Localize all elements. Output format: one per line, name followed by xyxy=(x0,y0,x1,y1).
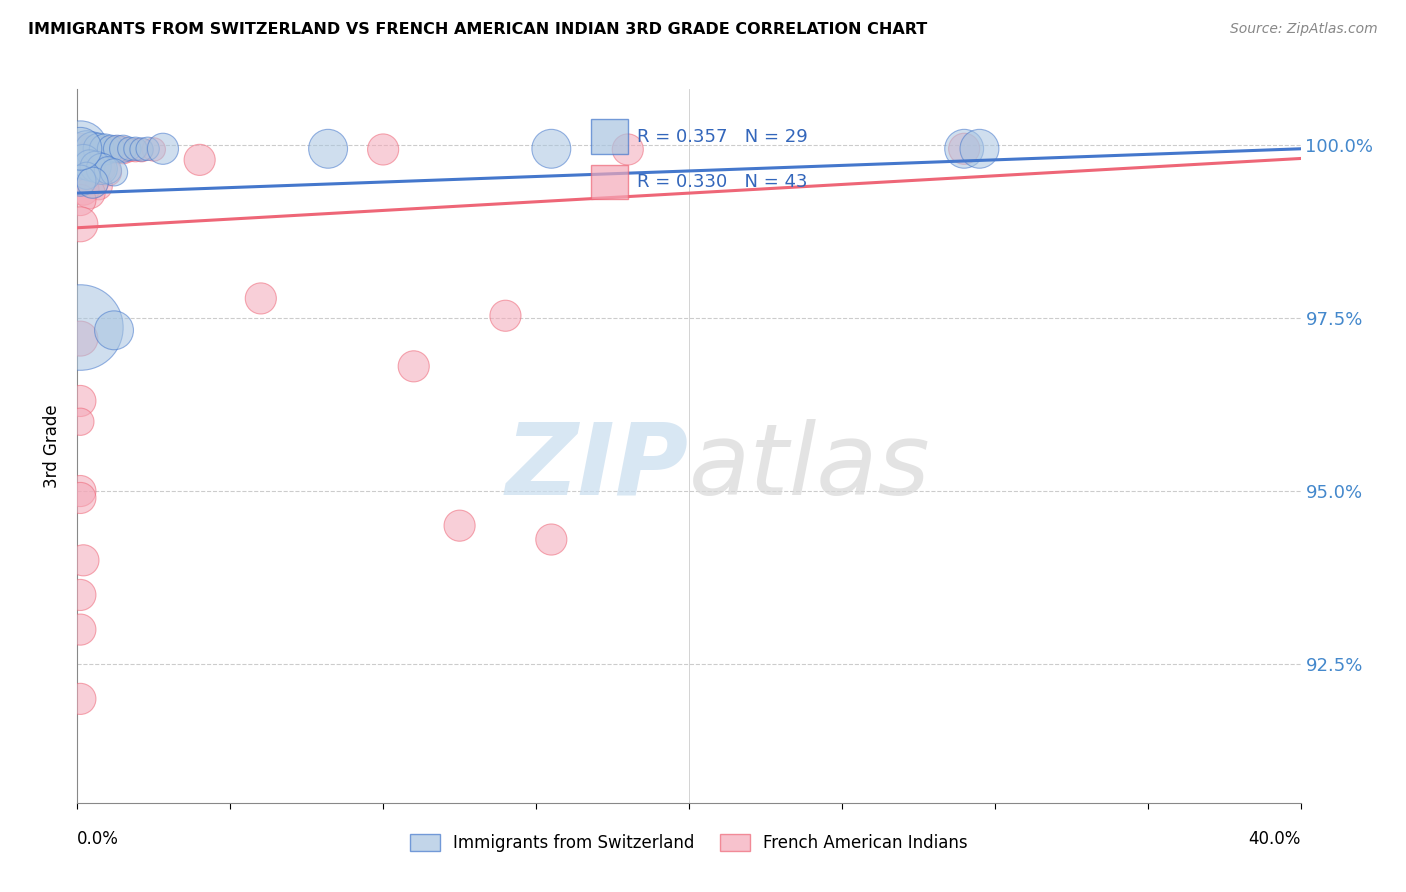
Point xyxy=(82,176,104,190)
Point xyxy=(76,169,98,183)
Point xyxy=(72,553,94,567)
Point xyxy=(540,142,562,156)
Point xyxy=(112,143,135,157)
Point xyxy=(69,142,91,156)
Point xyxy=(969,142,991,156)
Point xyxy=(131,143,153,157)
Point xyxy=(103,165,125,179)
Point xyxy=(371,143,394,157)
Point xyxy=(79,158,101,172)
Point xyxy=(449,518,471,533)
Point xyxy=(142,143,165,157)
Point xyxy=(87,179,110,194)
Point xyxy=(69,193,91,207)
Point xyxy=(79,186,101,201)
Point xyxy=(69,483,91,498)
Point xyxy=(79,155,101,169)
Point xyxy=(105,142,128,156)
Point xyxy=(69,174,91,188)
Point xyxy=(97,165,120,179)
Point xyxy=(90,161,112,176)
Y-axis label: 3rd Grade: 3rd Grade xyxy=(44,404,62,488)
Point xyxy=(188,153,211,167)
Point xyxy=(131,143,153,157)
Point xyxy=(69,588,91,602)
Point xyxy=(103,323,125,337)
Point xyxy=(87,143,110,157)
Point xyxy=(72,183,94,197)
Text: IMMIGRANTS FROM SWITZERLAND VS FRENCH AMERICAN INDIAN 3RD GRADE CORRELATION CHAR: IMMIGRANTS FROM SWITZERLAND VS FRENCH AM… xyxy=(28,22,928,37)
Text: atlas: atlas xyxy=(689,419,931,516)
Point xyxy=(124,142,146,156)
Point xyxy=(495,309,517,323)
Point xyxy=(72,152,94,166)
Point xyxy=(84,158,107,172)
Point xyxy=(82,143,104,157)
Point xyxy=(250,292,273,306)
Point xyxy=(76,143,98,157)
Point xyxy=(316,142,339,156)
Point xyxy=(82,143,104,157)
Point xyxy=(72,155,94,169)
Point xyxy=(152,142,174,156)
Point xyxy=(953,142,976,156)
Point xyxy=(69,491,91,505)
Point xyxy=(94,143,117,157)
Point xyxy=(617,143,640,157)
Point xyxy=(76,143,98,157)
Text: ZIP: ZIP xyxy=(506,419,689,516)
Point xyxy=(69,394,91,409)
Point xyxy=(69,320,91,334)
Point xyxy=(953,142,976,156)
Point xyxy=(100,143,122,157)
Point xyxy=(84,160,107,174)
Point xyxy=(69,332,91,346)
Point xyxy=(69,172,91,186)
Point xyxy=(105,143,128,157)
Point xyxy=(540,533,562,547)
Text: 40.0%: 40.0% xyxy=(1249,830,1301,847)
Point xyxy=(69,623,91,637)
Point xyxy=(69,217,91,231)
Point xyxy=(76,169,98,183)
Point xyxy=(69,691,91,706)
Point xyxy=(69,141,91,155)
Text: Source: ZipAtlas.com: Source: ZipAtlas.com xyxy=(1230,22,1378,37)
Point xyxy=(69,142,91,156)
Text: 0.0%: 0.0% xyxy=(77,830,120,847)
Point xyxy=(118,143,141,157)
Point xyxy=(136,142,159,156)
Point xyxy=(118,142,141,156)
Point xyxy=(112,142,135,156)
Point xyxy=(97,163,120,178)
Point xyxy=(82,176,104,190)
Point xyxy=(90,161,112,176)
Point xyxy=(69,415,91,429)
Point xyxy=(94,143,117,157)
Legend: Immigrants from Switzerland, French American Indians: Immigrants from Switzerland, French Amer… xyxy=(404,827,974,859)
Point xyxy=(100,142,122,156)
Point xyxy=(87,142,110,156)
Point xyxy=(402,359,425,374)
Point xyxy=(124,143,146,157)
